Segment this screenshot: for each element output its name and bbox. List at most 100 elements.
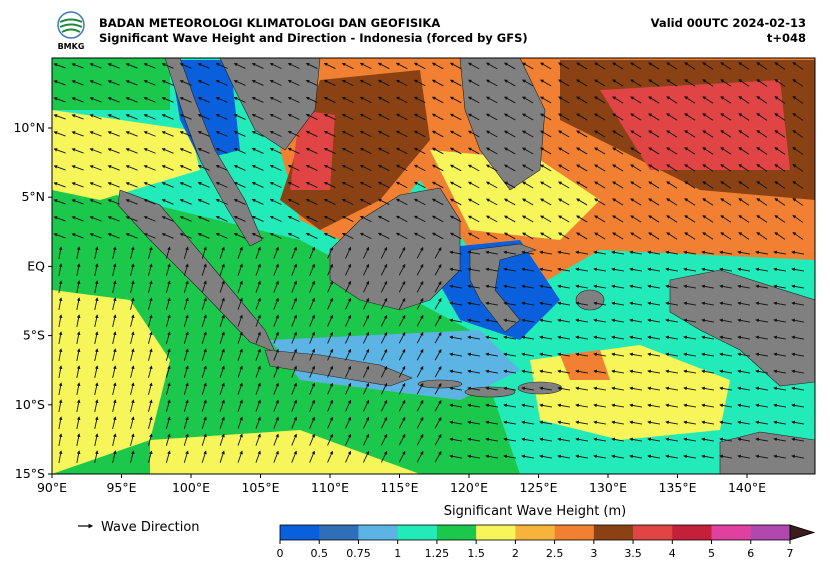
- wave-arrow: [485, 232, 498, 240]
- wave-arrow: [774, 164, 786, 172]
- wave-arrow: [539, 335, 552, 340]
- wave-arrow: [58, 399, 63, 412]
- wave-arrow: [665, 301, 678, 306]
- wave-arrow: [76, 382, 81, 395]
- wave-arrow: [94, 263, 99, 276]
- wave-arrow: [269, 113, 282, 120]
- wave-arrow: [377, 164, 390, 172]
- wave-arrow: [467, 301, 480, 306]
- wave-arrow: [161, 199, 174, 205]
- wave-arrow: [309, 280, 315, 293]
- wave-arrow: [291, 450, 297, 463]
- wave-arrow: [179, 233, 192, 239]
- wave-arrow: [112, 365, 117, 378]
- map-area: [52, 58, 815, 474]
- wave-arrow: [701, 369, 714, 374]
- wave-arrow: [611, 386, 624, 391]
- wave-arrow: [94, 280, 99, 293]
- wave-arrow: [377, 215, 390, 223]
- wave-arrow: [792, 164, 804, 172]
- wave-arrow: [89, 97, 102, 103]
- wave-arrow: [219, 297, 225, 310]
- wave-arrow: [449, 130, 462, 138]
- wave-arrow: [611, 318, 624, 323]
- wave-arrow: [431, 181, 444, 189]
- wave-arrow: [380, 399, 388, 412]
- wave-arrow: [594, 164, 606, 172]
- wave-arrow: [255, 263, 261, 276]
- wave-arrow: [630, 181, 642, 189]
- wave-arrow: [58, 433, 63, 446]
- wave-arrow: [179, 216, 192, 222]
- wave-arrow: [791, 420, 804, 425]
- wave-arrow: [362, 450, 370, 463]
- wave-arrow: [647, 386, 660, 391]
- wave-arrow: [756, 62, 768, 70]
- wave-arrow: [557, 454, 570, 459]
- wave-arrow: [377, 130, 390, 138]
- wave-arrow: [612, 181, 624, 189]
- wave-arrow: [89, 131, 102, 137]
- wave-arrow: [521, 386, 534, 391]
- lat-label: 10°S: [15, 397, 45, 412]
- wave-arrow: [395, 62, 408, 70]
- wave-arrow: [179, 114, 192, 120]
- wave-arrow: [720, 164, 732, 172]
- wave-arrow: [107, 131, 120, 137]
- wave-arrow: [269, 79, 282, 86]
- wave-arrow: [648, 62, 660, 70]
- wave-arrow: [165, 416, 171, 429]
- wave-arrow: [269, 96, 282, 103]
- wave-arrow: [647, 437, 660, 442]
- wave-arrow: [143, 165, 156, 171]
- wave-arrow: [539, 318, 552, 323]
- wave-arrow: [737, 454, 750, 459]
- wave-arrow: [201, 263, 207, 276]
- wave-arrow: [431, 198, 444, 206]
- wave-arrow: [345, 416, 352, 429]
- wave-arrow: [395, 198, 408, 206]
- wave-arrow: [630, 79, 642, 87]
- legend-label: Wave Direction: [101, 520, 200, 535]
- wave-arrow: [309, 263, 315, 276]
- wave-arrow: [792, 232, 804, 240]
- wave-arrow: [738, 147, 750, 155]
- wave-arrow: [737, 284, 750, 289]
- wave-arrow: [413, 62, 426, 70]
- wave-arrow: [702, 232, 714, 240]
- wave-arrow: [305, 79, 318, 86]
- wave-arrow: [774, 147, 786, 155]
- wave-arrow: [233, 148, 246, 154]
- wave-arrow: [219, 263, 225, 276]
- wave-arrow: [738, 198, 750, 206]
- wave-arrow: [612, 232, 624, 240]
- wave-arrow: [594, 62, 606, 70]
- wave-arrow: [612, 198, 624, 206]
- wave-arrow: [359, 164, 372, 172]
- wave-arrow: [255, 331, 261, 344]
- wave-arrow: [327, 348, 333, 361]
- wave-arrow: [255, 433, 261, 446]
- wave-arrow: [76, 280, 81, 293]
- wave-arrow: [485, 267, 498, 272]
- wave-arrow: [648, 215, 660, 223]
- wave-arrow: [377, 62, 390, 70]
- wave-arrow: [431, 130, 444, 138]
- wave-arrow: [76, 246, 81, 259]
- wave-arrow: [521, 164, 534, 172]
- wave-arrow: [413, 181, 426, 189]
- wave-arrow: [125, 148, 138, 154]
- wave-arrow: [201, 297, 207, 310]
- wave-arrow: [53, 97, 66, 103]
- wave-arrow: [593, 318, 606, 323]
- wave-arrow: [327, 263, 333, 276]
- wave-arrow: [701, 403, 714, 408]
- wave-arrow: [362, 280, 370, 293]
- wave-arrow: [521, 420, 534, 425]
- wave-arrow: [89, 182, 102, 188]
- wave-arrow: [219, 348, 225, 361]
- wave-arrow: [792, 147, 804, 155]
- wave-arrow: [503, 198, 516, 206]
- wave-arrow: [148, 314, 153, 327]
- wave-arrow: [291, 416, 297, 429]
